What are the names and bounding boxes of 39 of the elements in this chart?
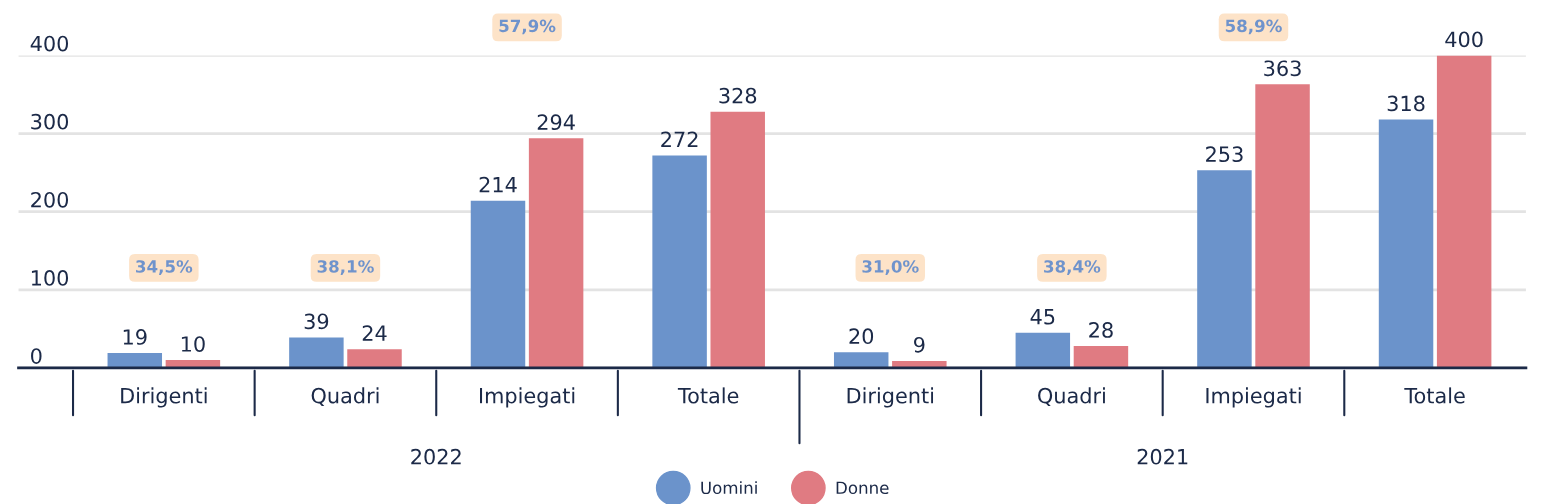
data-label: 19	[123, 329, 147, 345]
y-tick-label: 0	[31, 348, 42, 364]
data-label: 24	[362, 325, 387, 341]
x-tick-label: Quadri	[311, 387, 379, 406]
x-tick-label: Dirigenti	[121, 387, 207, 408]
x-tick-label: Impiegati	[479, 387, 575, 408]
x-tick-label: Impiegati	[1206, 387, 1301, 408]
data-label: 400	[1445, 31, 1483, 48]
annotation: 34,5%	[136, 260, 193, 275]
data-label: 253	[1206, 146, 1243, 163]
data-label: 294	[537, 114, 575, 131]
data-label: 45	[1030, 309, 1055, 325]
annotation: 31,0%	[862, 260, 919, 275]
data-label: 214	[479, 176, 517, 193]
y-tick-label: 300	[31, 113, 69, 130]
data-label: 39	[304, 313, 329, 330]
data-label: 363	[1264, 60, 1301, 77]
legend-label: Uomini	[701, 481, 757, 495]
text: 58,9%	[1225, 19, 1282, 35]
annotation: 38,4%	[1044, 260, 1101, 275]
data-label: 20	[849, 328, 874, 345]
text: 2022	[411, 448, 461, 465]
y-tick-label: 100	[31, 270, 69, 286]
annotation: 38,1%	[317, 260, 374, 275]
y-tick-label: 200	[31, 191, 69, 208]
data-label: 10	[181, 336, 205, 352]
data-label: 272	[661, 131, 698, 147]
legend-label: Donne	[836, 481, 889, 495]
x-tick-label: Dirigenti	[847, 387, 934, 408]
data-label: 28	[1089, 322, 1113, 338]
x-tick-label: Quadri	[1038, 387, 1105, 406]
text: 57,9%	[499, 19, 556, 35]
data-label: 318	[1387, 95, 1425, 112]
data-label: 9	[914, 336, 925, 353]
data-label: 328	[719, 87, 757, 104]
x-tick-label: Totale	[677, 387, 739, 404]
text: 2021	[1137, 448, 1188, 465]
y-tick-label: 400	[30, 35, 69, 52]
x-tick-label: Totale	[1404, 387, 1465, 404]
